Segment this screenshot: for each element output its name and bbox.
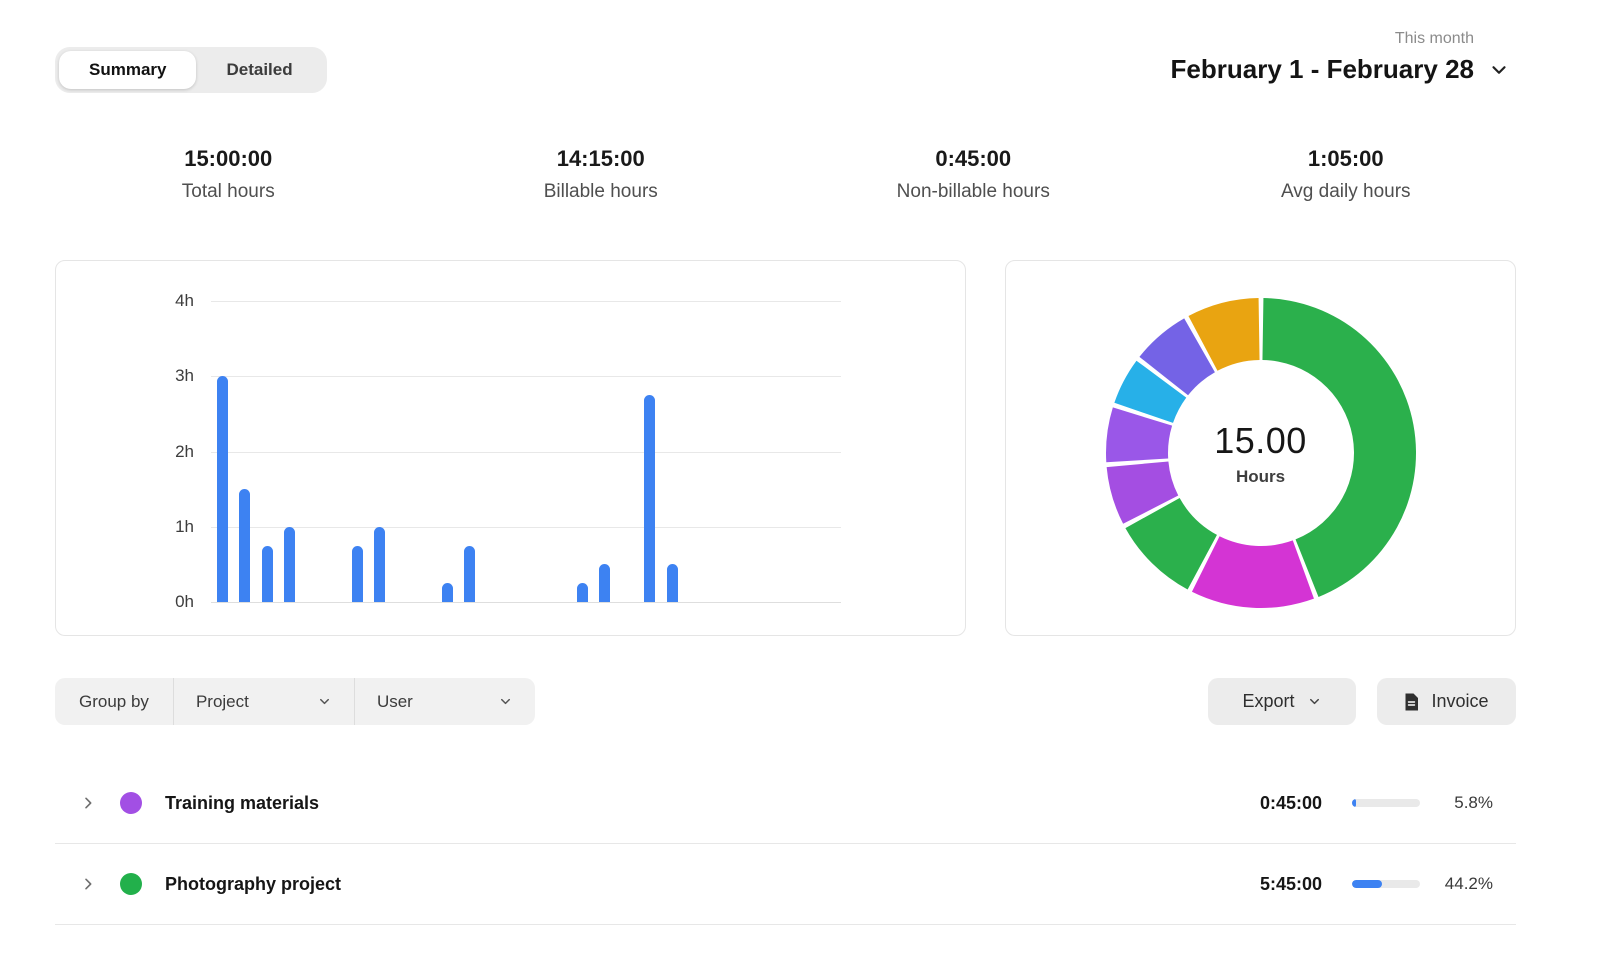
stat-value: 1:05:00 (1307, 146, 1384, 171)
table-row-training-materials[interactable]: Training materials 0:45:00 5.8% (55, 763, 1516, 844)
bar-day-12 (464, 545, 476, 602)
period-label: This month (1394, 30, 1474, 47)
invoice-file-icon (1404, 693, 1419, 711)
report-type-tabs: Summary Detailed (55, 47, 327, 93)
row-left: Photography project (80, 873, 341, 895)
donut-segment-7 (1138, 318, 1215, 396)
table-row-photography-project[interactable]: Photography project 5:45:00 44.2% (55, 844, 1516, 925)
stat-value: 0:45:00 (935, 146, 1012, 171)
donut-chart-card: 15.00 Hours (1005, 260, 1516, 636)
stat-avg-daily-hours: 1:05:00 Avg daily hours (1160, 146, 1533, 203)
bar-day-3 (261, 545, 273, 602)
donut-segment-8 (1187, 298, 1260, 371)
row-left: Training materials (80, 792, 319, 814)
export-label: Export (1242, 691, 1295, 711)
divider (353, 678, 355, 725)
donut-segment-1 (1261, 298, 1416, 597)
bar-day-21 (666, 564, 678, 602)
row-right: 5:45:00 44.2% (1212, 874, 1493, 895)
bar-day-18 (599, 564, 611, 602)
bar-day-20 (644, 395, 656, 602)
group-by-project-dropdown[interactable]: Project (174, 678, 354, 725)
project-percent: 5.8% (1454, 793, 1493, 812)
stat-value: 14:15:00 (556, 146, 645, 171)
bar-day-2 (239, 489, 251, 602)
tab-summary[interactable]: Summary (59, 51, 197, 89)
y-axis-tick-0h: 0h (175, 592, 194, 611)
project-percent: 44.2% (1444, 874, 1493, 893)
bar-day-8 (374, 526, 386, 602)
stat-non-billable-hours: 0:45:00 Non-billable hours (787, 146, 1160, 203)
stat-label: Billable hours (543, 181, 658, 202)
group-by-label: Group by (79, 691, 149, 711)
bar-day-17 (576, 583, 588, 602)
chevron-down-icon (498, 694, 513, 709)
daily-hours-bar-chart: 0h 1h 2h 3h 4h (56, 261, 965, 635)
invoice-label: Invoice (1431, 691, 1489, 711)
stat-label: Non-billable hours (896, 181, 1050, 202)
chevron-down-icon (1488, 59, 1510, 81)
invoice-button[interactable]: Invoice (1377, 678, 1516, 725)
gridline-1h (211, 526, 841, 528)
divider (172, 678, 174, 725)
stat-label: Total hours (181, 181, 275, 202)
donut-segment-5 (1105, 407, 1172, 463)
bar-day-7 (351, 545, 363, 602)
chevron-down-icon (1307, 694, 1322, 709)
donut-segment-6 (1113, 360, 1186, 423)
stat-value: 15:00:00 (184, 146, 273, 171)
export-button[interactable]: Export (1208, 678, 1356, 725)
gridline-2h (211, 451, 841, 453)
chevron-right-icon[interactable] (80, 795, 96, 811)
dropdown-label: User (376, 691, 413, 711)
bar-chart-card: 0h 1h 2h 3h 4h (55, 260, 966, 636)
gridline-0h (211, 602, 841, 603)
project-time: 0:45:00 (1259, 792, 1322, 813)
dropdown-label: Project (195, 691, 249, 711)
project-name: Photography project (165, 873, 342, 894)
y-axis-tick-3h: 3h (175, 366, 194, 386)
date-range-picker[interactable]: February 1 - February 28 (1171, 54, 1510, 85)
total-hours-donut-chart: 15.00 Hours (1105, 297, 1417, 609)
date-range-label: February 1 - February 28 (1170, 54, 1474, 84)
y-axis-tick-1h: 1h (175, 516, 194, 536)
donut-segment-2 (1191, 536, 1314, 608)
stat-total-hours: 15:00:00 Total hours (42, 146, 415, 203)
summary-stats: 15:00:00 Total hours 14:15:00 Billable h… (42, 146, 1532, 203)
project-color-dot (120, 873, 142, 895)
project-time: 5:45:00 (1259, 873, 1322, 894)
donut-segment-3 (1124, 498, 1217, 590)
stat-label: Avg daily hours (1280, 181, 1411, 202)
date-range-section: This month February 1 - February 28 (1171, 30, 1510, 85)
gridline-3h (211, 376, 841, 378)
donut-segment-4 (1106, 461, 1178, 524)
bar-day-1 (216, 376, 228, 602)
projects-table: Training materials 0:45:00 5.8% Photogra… (55, 763, 1516, 925)
tab-detailed[interactable]: Detailed (196, 51, 322, 89)
project-progress-bar (1352, 799, 1420, 807)
bar-day-11 (441, 583, 453, 602)
y-axis-tick-4h: 4h (175, 291, 194, 310)
chevron-down-icon (317, 694, 332, 709)
project-name: Training materials (165, 792, 320, 813)
chevron-right-icon[interactable] (80, 876, 96, 892)
row-right: 0:45:00 5.8% (1212, 793, 1493, 814)
gridline-4h (211, 301, 841, 302)
group-by-bar: Group by Project User (55, 678, 535, 725)
stat-billable-hours: 14:15:00 Billable hours (415, 146, 788, 203)
project-color-dot (120, 792, 142, 814)
bar-day-4 (284, 526, 296, 602)
group-by-user-dropdown[interactable]: User (355, 678, 535, 725)
project-progress-bar (1352, 880, 1420, 888)
y-axis-tick-2h: 2h (175, 441, 194, 461)
donut-segments (1105, 298, 1416, 608)
